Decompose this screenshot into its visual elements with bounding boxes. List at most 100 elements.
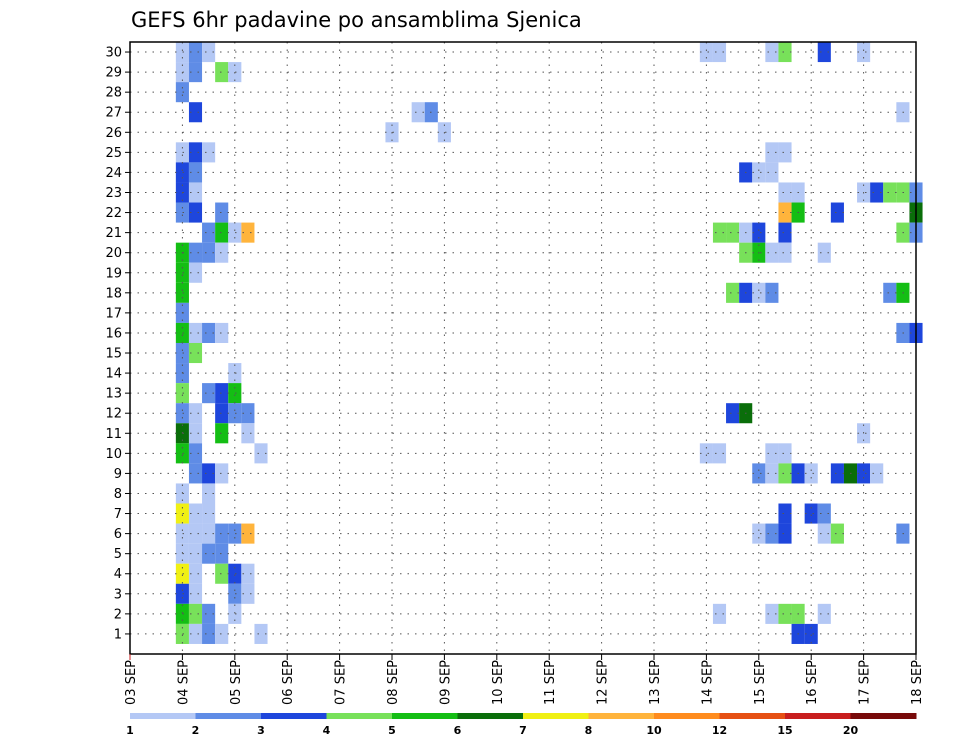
heatmap-cell [817,503,831,524]
heatmap-cell [778,503,792,524]
color-scale-label: 2 [192,724,200,737]
heatmap-cell [752,222,766,243]
heatmap-cell [175,202,189,223]
color-scale-label: 7 [519,724,527,737]
color-scale-segment [195,713,262,719]
y-tick-label: 14 [105,367,122,382]
heatmap-cell [215,543,229,564]
heatmap-cell [699,42,713,63]
x-tick-label: 12 SEP [596,660,611,705]
heatmap-cell [202,142,216,163]
heatmap-cell [215,403,229,424]
heatmap-cell [175,383,189,404]
heatmap-cell [202,322,216,343]
y-tick-label: 23 [105,186,122,201]
x-tick-label: 08 SEP [386,660,401,705]
y-tick-label: 7 [114,507,122,522]
heatmap-cell [830,463,844,484]
heatmap-cell [215,322,229,343]
color-scale-segment [523,713,589,719]
y-tick-label: 27 [105,106,122,121]
color-scale-segment [850,713,917,719]
heatmap-cell [228,222,242,243]
color-scale-label: 3 [257,724,265,737]
y-tick-label: 12 [105,407,122,422]
heatmap-cell [188,423,203,444]
color-scale-label: 8 [585,724,593,737]
heatmap-cell [765,523,779,544]
heatmap-cell [765,142,779,163]
color-scale-bar: 1 2 3 4 5 6 7 8 10 12 15 20 [126,713,917,737]
color-scale-segment [326,713,393,719]
y-tick-label: 15 [105,347,122,362]
heatmap-cell [202,603,216,624]
grid-lines [130,42,916,654]
color-scale-segment [719,713,786,719]
x-tick-label: 14 SEP [700,660,715,705]
heatmap-cell [188,182,203,203]
heatmap-cell [175,142,189,163]
heatmap-cell [817,523,831,544]
heatmap-cell [778,142,792,163]
heatmap-cell [228,523,242,544]
y-tick-label: 6 [114,527,122,542]
color-scale-segment [130,713,196,719]
heatmap-cell [175,563,189,584]
heatmap-cell [228,603,242,624]
heatmap-cell [830,202,844,223]
heatmap-cell [215,202,229,223]
color-scale-label: 5 [388,724,396,737]
color-scale-segment [785,713,851,719]
y-tick-label: 29 [105,66,122,81]
heatmap-cell [175,162,189,183]
x-tick-label: 07 SEP [334,660,349,705]
color-scale-label: 15 [777,724,792,737]
heatmap-cell [188,583,203,604]
heatmap-cell [752,523,766,544]
color-scale-segment [392,713,458,719]
heatmap-cells [175,42,923,644]
heatmap-cell [254,443,268,464]
y-tick-label: 20 [105,246,122,261]
y-tick-label: 11 [105,427,122,442]
heatmap-cell [726,403,740,424]
heatmap-cell [175,262,189,283]
heatmap-cell [188,242,203,263]
heatmap-cell [188,202,203,223]
y-tick-label: 4 [114,567,122,582]
heatmap-cell [765,463,779,484]
y-tick-label: 16 [105,326,122,341]
y-tick-label: 9 [114,467,122,482]
y-tick-label: 18 [105,286,122,301]
heatmap-cell [188,42,203,63]
x-tick-label: 09 SEP [438,660,453,705]
heatmap-cell [830,523,844,544]
x-tick-label: 18 SEP [910,660,925,705]
y-tick-label: 19 [105,266,122,281]
x-axis: 03 SEP 04 SEP 05 SEP 06 SEP 07 SEP 08 SEP 09 S… [124,654,925,705]
heatmap-cell [175,583,189,604]
y-tick-label: 26 [105,126,122,141]
heatmap-cell [804,623,818,644]
color-scale-label: 12 [712,724,727,737]
heatmap-cell [870,463,884,484]
y-tick-label: 25 [105,146,122,161]
heatmap-cell [778,463,792,484]
heatmap-cell [202,543,216,564]
heatmap-cell [765,42,779,63]
y-axis: 1234567891011121314151617181920212223242… [105,46,130,642]
color-scale-label: 4 [323,724,331,737]
heatmap-cell [870,182,884,203]
heatmap-cell [188,102,203,123]
heatmap-cell [778,523,792,544]
color-scale-label: 20 [843,724,859,737]
x-tick-label: 04 SEP [176,660,191,705]
heatmap-cell [228,383,242,404]
heatmap-cell [188,523,203,544]
heatmap-cell [215,523,229,544]
heatmap-cell [202,503,216,524]
heatmap-cell [188,603,203,624]
heatmap-cell [712,443,727,464]
color-scale-segment [261,713,327,719]
x-tick-label: 11 SEP [543,660,558,705]
